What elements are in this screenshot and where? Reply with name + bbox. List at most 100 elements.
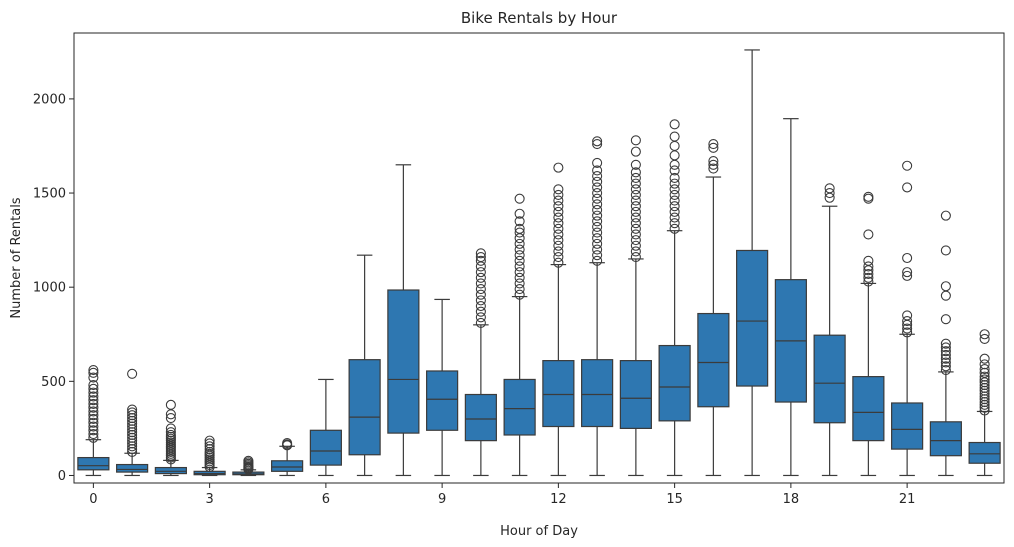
x-tick-label: 3 [205,492,213,507]
outlier-point [630,240,641,251]
outlier-point [88,413,99,425]
outlier-point [669,165,680,176]
box-hour-11 [503,193,536,477]
outlier-point [940,361,951,372]
outlier-point [940,364,951,376]
x-tick-label: 0 [89,492,97,507]
box-iqr [852,376,885,442]
x-axis-label: Hour of Day [500,524,578,539]
outlier-point [88,367,99,378]
outlier-point [88,364,99,376]
outlier-point [88,421,99,432]
outlier-point [88,383,99,394]
outlier-point [630,218,641,229]
box-iqr [116,463,149,473]
box-hour-13 [581,136,614,477]
outlier-point [902,323,913,334]
outlier-point [630,201,641,212]
outlier-point [553,223,564,234]
outlier-point [902,310,913,321]
outlier-point [708,155,719,167]
outlier-point [592,204,603,216]
outlier-point [88,417,99,428]
outlier-point [514,250,525,261]
outlier-point [553,212,564,223]
outlier-point [630,146,641,157]
outlier-point [88,398,99,409]
outlier-point [592,157,603,168]
box-iqr [464,393,497,442]
box-iqr [968,441,1001,464]
outlier-point [979,371,990,382]
outlier-point [553,229,564,240]
box-hour-3 [193,435,226,477]
outlier-point [863,261,874,272]
outlier-point [902,327,913,338]
outlier-point [165,399,176,410]
outlier-point [592,199,603,210]
outlier-point [553,240,564,251]
outlier-point [475,248,486,259]
outlier-point [863,272,874,283]
outlier-point [979,333,990,345]
outlier-point [630,189,641,200]
outlier-point [669,178,680,189]
outlier-point [553,235,564,246]
box-iqr [271,460,304,472]
box-hour-14 [619,135,652,477]
outlier-point [979,359,990,370]
x-axis: 0 3 6 9 12 15 18 21 [89,483,915,507]
box-iqr [697,312,730,408]
outlier-point [630,246,641,257]
x-tick-label: 21 [899,492,916,507]
outlier-point [630,223,641,234]
outlier-point [475,267,486,278]
box-hour-17 [736,49,769,477]
outlier-point [708,163,719,174]
box-hour-12 [542,162,575,477]
outlier-point [863,191,874,202]
outlier-point [592,233,603,244]
outlier-point [630,229,641,240]
box-hour-5 [271,438,304,477]
box-hour-18 [774,118,807,477]
outlier-point [630,172,641,184]
outlier-point [553,195,564,206]
outlier-point [669,212,680,223]
outlier-point [669,189,680,200]
outlier-point [902,182,913,193]
outlier-point [902,252,913,264]
outlier-point [475,312,486,323]
outlier-point [592,244,603,255]
x-tick-label: 9 [438,492,446,507]
outlier-point [669,195,680,206]
outlier-point [592,255,603,266]
x-tick-label: 18 [783,492,800,507]
outlier-point [475,300,486,312]
outlier-point [592,238,603,249]
outlier-point [940,290,951,301]
box-iqr [387,289,420,434]
outlier-point [88,410,99,421]
outlier-point [553,184,564,195]
box-iqr [348,359,381,456]
outlier-point [204,435,215,446]
box-iqr [309,429,342,466]
outlier-point [708,159,719,170]
outlier-point [863,255,874,266]
outlier-point [592,136,603,147]
box-iqr [542,360,575,428]
box-hour-19 [813,183,846,477]
outlier-point [669,201,680,212]
outlier-point [88,432,99,443]
outlier-point [902,160,913,171]
outlier-point [592,210,603,221]
outlier-point [592,187,603,199]
outlier-point [553,162,564,173]
outlier-point [669,159,680,170]
outlier-point [88,387,99,398]
outlier-point [592,193,603,204]
outlier-point [592,171,603,182]
y-tick-label: 500 [41,375,66,390]
y-axis: 0 500 1000 1500 2000 [33,92,74,484]
